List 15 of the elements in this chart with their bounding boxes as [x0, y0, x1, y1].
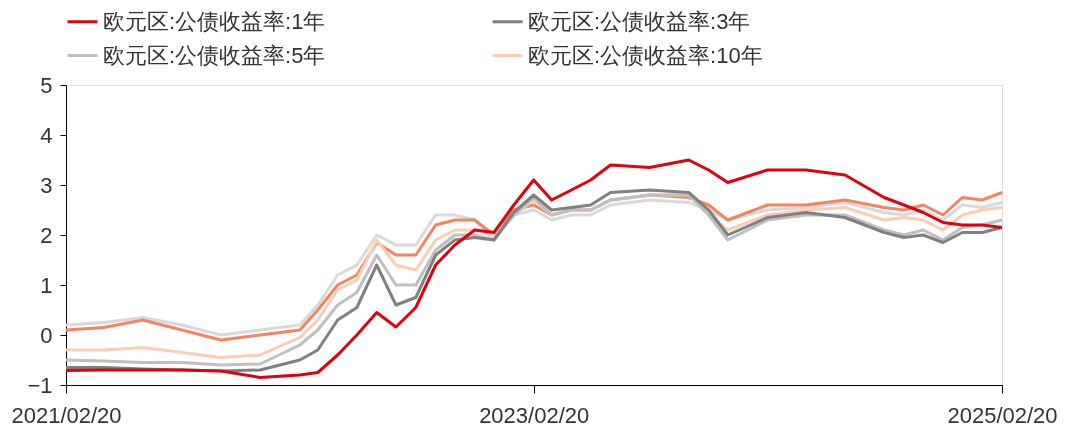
legend-label: 欧元区:公债收益率:3年	[528, 8, 751, 34]
legend-label: 欧元区:公债收益率:5年	[103, 42, 326, 68]
y-tick-label: 0	[40, 322, 53, 348]
x-tick-label: 2021/02/20	[11, 402, 122, 428]
y-tick-label: 3	[40, 172, 53, 198]
y-tick-label: 4	[40, 122, 53, 148]
y-tick-label: 5	[40, 72, 53, 98]
y-tick-label: −1	[27, 372, 53, 398]
line-series	[64, 158, 1004, 379]
x-tick-label: 2023/02/20	[479, 402, 590, 428]
legend-label: 欧元区:公债收益率:10年	[528, 42, 763, 68]
x-tick-label: 2025/02/20	[947, 402, 1058, 428]
y-tick-label: 2	[40, 222, 53, 248]
legend-label: 欧元区:公债收益率:1年	[103, 8, 326, 34]
y-tick-label: 1	[40, 272, 53, 298]
